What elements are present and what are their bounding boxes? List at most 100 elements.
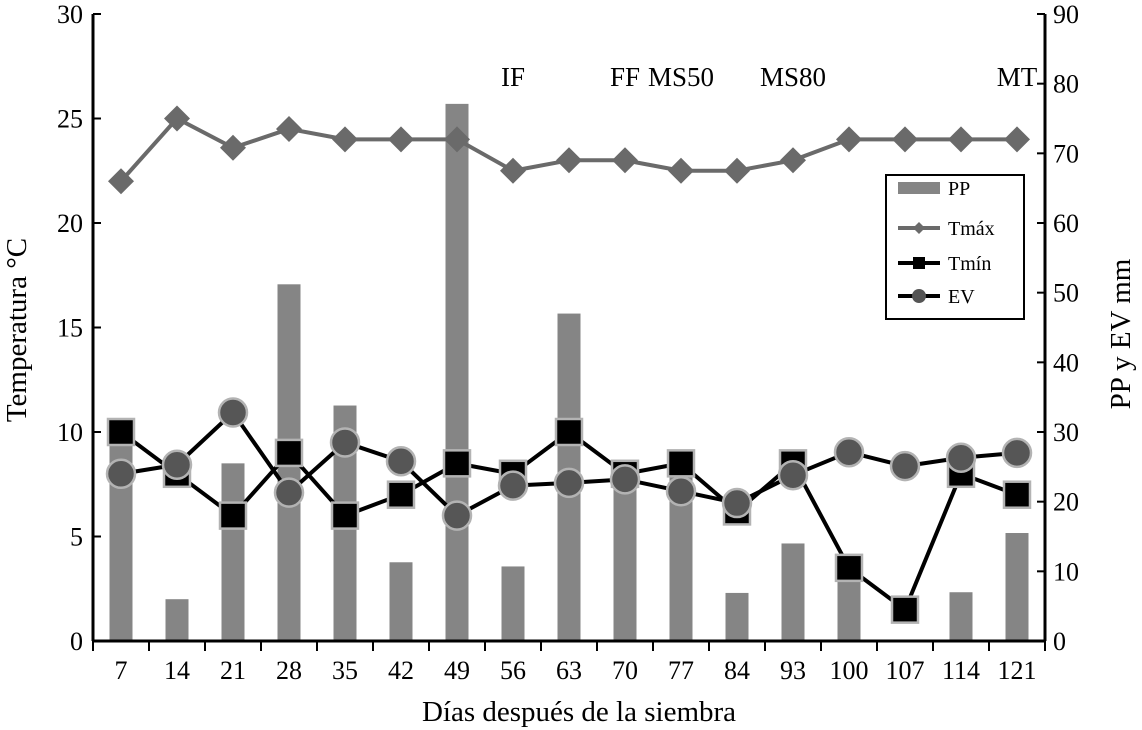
ev-marker-28: [273, 477, 305, 508]
tmax-marker-121: [1004, 126, 1030, 153]
x-tick-label: 84: [724, 656, 750, 685]
legend-ev-label: EV: [948, 286, 975, 308]
legend-tmin-marker: [913, 257, 925, 269]
ev-marker-42: [385, 446, 417, 477]
y-right-tick-label: 60: [1053, 209, 1079, 238]
ev-marker-70: [609, 464, 641, 495]
tmax-marker-93: [780, 147, 806, 174]
y-axis-left-title: Temperatura °C: [1, 238, 33, 422]
x-tick-label: 28: [276, 656, 302, 685]
y-left-tick-label: 10: [57, 418, 83, 447]
pp-bar-114: [949, 592, 973, 641]
stage-label-ms80: MS80: [760, 62, 826, 92]
tmax-marker-70: [612, 147, 638, 174]
y-right-tick-label: 30: [1053, 418, 1079, 447]
tmin-marker-100: [834, 553, 864, 583]
y-right-tick-label: 0: [1053, 627, 1066, 656]
stage-labels: IF FF MS50 MS80 MT: [501, 62, 1038, 92]
x-tick-label: 35: [332, 656, 358, 685]
ev-marker-49: [441, 500, 473, 531]
pp-bar-93: [781, 543, 805, 641]
x-tick-label: 70: [612, 656, 638, 685]
pp-bar-21: [221, 463, 245, 641]
tmax-marker-35: [332, 126, 358, 153]
y-left-tick-label: 20: [57, 209, 83, 238]
x-tick-label: 21: [220, 656, 246, 685]
ev-marker-63: [553, 467, 585, 499]
ev-marker-107: [889, 450, 921, 482]
legend-pp-label: PP: [948, 178, 970, 200]
pp-bar-77: [669, 466, 693, 641]
x-axis-title: Días después de la siembra: [422, 696, 736, 728]
y-left-tick-label: 0: [70, 627, 83, 656]
pp-bar-56: [501, 566, 525, 641]
tmax-marker-77: [668, 157, 694, 184]
y-right-tick-label: 10: [1053, 557, 1079, 586]
y-right-tick-label: 70: [1053, 139, 1079, 168]
tmax-marker-107: [892, 126, 918, 153]
ev-marker-21: [217, 397, 249, 428]
x-tick-label: 121: [998, 656, 1037, 685]
tmax-marker-14: [164, 105, 190, 132]
x-tick-label: 14: [164, 656, 190, 685]
ev-marker-84: [721, 487, 753, 519]
tmin-marker-21: [218, 501, 248, 530]
ev-marker-121: [1001, 437, 1033, 469]
tmin-marker-121: [1002, 480, 1032, 509]
tmin-marker-63: [554, 417, 584, 447]
y-left-tick-label: 5: [70, 523, 83, 552]
legend-tmax-marker: [913, 222, 925, 234]
tmin-marker-42: [386, 480, 416, 509]
pp-bar-49: [445, 103, 469, 642]
ev-marker-14: [161, 449, 193, 480]
pp-bar-14: [165, 599, 189, 641]
x-tick-label: 77: [668, 656, 694, 685]
stage-label-ms50: MS50: [648, 62, 714, 92]
x-tick-label: 100: [830, 656, 869, 685]
x-tick-label: 49: [444, 656, 470, 685]
legend-ev-marker: [912, 289, 926, 303]
tmax-marker-114: [948, 126, 974, 153]
tmax-marker-63: [556, 147, 582, 174]
x-tick-label: 7: [115, 656, 128, 685]
y-right-tick-label: 20: [1053, 488, 1079, 517]
stage-label-ff: FF: [610, 62, 640, 92]
pp-bar-7: [109, 418, 133, 641]
y-right-tick-label: 40: [1053, 348, 1079, 377]
tmin-marker-28: [274, 438, 304, 468]
tmax-marker-42: [388, 126, 414, 153]
y-right-tick-label: 50: [1053, 279, 1079, 308]
y-right-tick-label: 80: [1053, 70, 1079, 99]
tmin-marker-7: [106, 417, 136, 447]
legend-pp-swatch: [898, 182, 940, 194]
stage-label-if: IF: [501, 62, 525, 92]
y-left-tick-label: 25: [57, 105, 83, 134]
ev-marker-56: [497, 470, 529, 501]
legend-tmin-label: Tmín: [948, 253, 991, 275]
tmin-marker-35: [330, 501, 360, 530]
ev-marker-93: [777, 459, 809, 491]
y-axis-right-title: PP y EV mm: [1105, 258, 1137, 409]
ev-marker-35: [329, 427, 361, 458]
axes: [91, 13, 1047, 651]
pp-bar-121: [1005, 533, 1029, 641]
x-tick-label: 42: [388, 656, 414, 685]
pp-bar-84: [725, 592, 749, 641]
tmax-marker-84: [724, 157, 750, 184]
y-left-tick-label: 15: [57, 314, 83, 343]
tmax-marker-49: [444, 126, 470, 153]
ev-marker-7: [105, 458, 137, 490]
series-markers: [105, 105, 1033, 624]
pp-bar-100: [837, 569, 861, 641]
ev-marker-77: [665, 475, 697, 507]
tmin-marker-107: [890, 595, 920, 624]
x-tick-label: 114: [942, 656, 980, 685]
legend-tmax-label: Tmáx: [948, 218, 995, 240]
tmax-marker-7: [108, 168, 134, 195]
tmax-marker-56: [500, 157, 526, 184]
x-tick-label: 63: [556, 656, 582, 685]
tmax-marker-21: [220, 134, 246, 161]
pp-bar-42: [389, 562, 413, 641]
stage-label-mt: MT: [997, 62, 1038, 92]
